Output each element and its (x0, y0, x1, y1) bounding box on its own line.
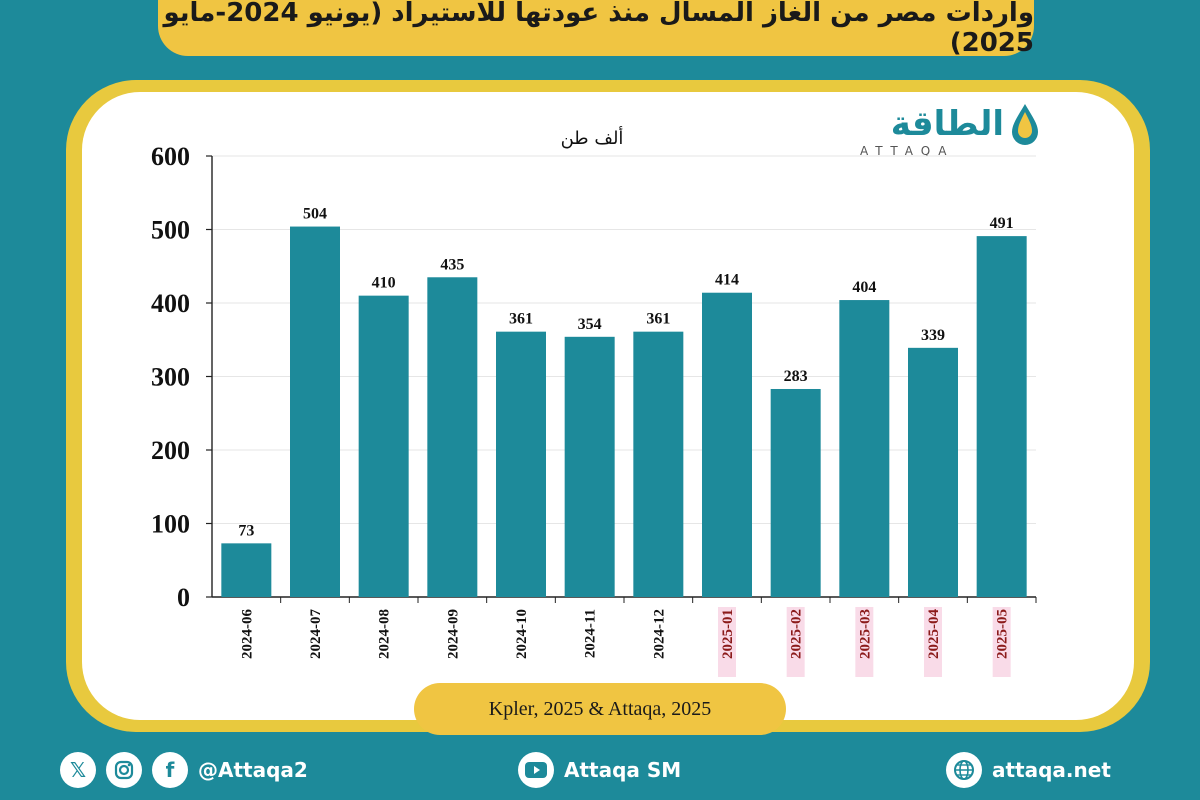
data-label: 339 (921, 327, 945, 344)
bar (221, 543, 272, 597)
bar (496, 331, 546, 597)
data-label: 361 (646, 311, 670, 328)
y-tick-label: 600 (151, 142, 190, 171)
x-icon[interactable]: 𝕏 (60, 752, 96, 788)
bar (290, 226, 340, 597)
x-tick-label: 2025-01 (720, 609, 736, 659)
x-tick-label: 2024-07 (308, 609, 324, 659)
social-handle[interactable]: @Attaqa2 (198, 758, 308, 782)
x-tick-label: 2025-04 (926, 609, 942, 659)
data-label: 283 (784, 368, 808, 385)
y-tick-label: 300 (151, 363, 190, 392)
brand-name-ar: الطاقة (890, 104, 1004, 144)
x-label-highlight (786, 607, 805, 677)
x-label-highlight (718, 607, 736, 677)
y-tick-label: 0 (177, 583, 190, 612)
x-label-highlight (855, 607, 874, 677)
youtube-link[interactable]: Attaqa SM (518, 748, 681, 792)
x-tick-label: 2025-02 (789, 609, 805, 659)
x-tick-label: 2024-10 (514, 609, 530, 659)
instagram-icon[interactable] (106, 752, 142, 788)
data-label: 504 (303, 206, 327, 223)
data-label: 491 (990, 215, 1014, 232)
data-label: 354 (578, 316, 602, 333)
bar (839, 300, 890, 597)
x-tick-label: 2024-11 (583, 609, 599, 658)
bar (770, 388, 821, 597)
bar (427, 277, 478, 597)
title-banner: واردات مصر من الغاز المسال منذ عودتها لل… (158, 0, 1034, 58)
y-tick-label: 400 (151, 289, 190, 318)
social-links: 𝕏 f @Attaqa2 (60, 748, 308, 792)
x-tick-label: 2024-06 (239, 609, 255, 659)
x-label-highlight (924, 607, 942, 677)
bar (976, 236, 1027, 598)
x-tick-label: 2024-09 (445, 609, 461, 659)
bar (358, 295, 409, 597)
page-title: واردات مصر من الغاز المسال منذ عودتها لل… (163, 0, 1034, 58)
data-label: 435 (440, 256, 464, 273)
source-box: Kpler, 2025 & Attaqa, 2025 (414, 683, 786, 735)
source-text: Kpler, 2025 & Attaqa, 2025 (488, 697, 712, 720)
data-label: 414 (715, 272, 739, 289)
y-unit-label: ألف طن (561, 126, 624, 149)
x-tick-label: 2024-12 (651, 609, 667, 659)
y-tick-label: 200 (151, 436, 190, 465)
youtube-icon (518, 752, 554, 788)
facebook-icon[interactable]: f (152, 752, 188, 788)
data-label: 361 (509, 311, 533, 328)
brand-logo: الطاقة ATTAQA (848, 96, 1048, 166)
y-tick-label: 500 (151, 216, 190, 245)
data-label: 404 (852, 279, 876, 296)
data-label: 410 (372, 275, 396, 292)
website-url: attaqa.net (992, 758, 1111, 782)
bar (564, 336, 615, 597)
website-link[interactable]: attaqa.net (946, 748, 1111, 792)
bar (633, 331, 684, 597)
youtube-label: Attaqa SM (564, 758, 682, 782)
x-tick-label: 2024-08 (377, 609, 393, 659)
brand-name-en: ATTAQA (860, 144, 955, 158)
x-tick-label: 2025-05 (995, 609, 1011, 659)
globe-icon (946, 752, 982, 788)
x-tick-label: 2025-03 (857, 609, 873, 659)
footer: 𝕏 f @Attaqa2 Attaqa SM attaqa.net (0, 740, 1200, 800)
bar (908, 347, 958, 597)
drop-icon (1012, 104, 1038, 145)
y-tick-label: 100 (151, 510, 190, 539)
data-label: 73 (238, 522, 254, 539)
x-label-highlight (992, 607, 1011, 677)
bar (702, 292, 752, 597)
